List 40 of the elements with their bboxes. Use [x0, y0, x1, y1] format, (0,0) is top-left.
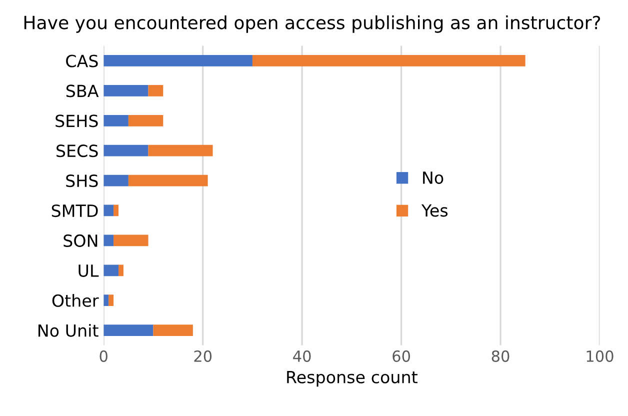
- bar: [148, 144, 213, 156]
- x-tick-label: 0: [100, 350, 108, 362]
- chart-title: Have you encountered open access publishing as an instructor?: [24, 15, 600, 33]
- y-tick-label: SECS: [56, 144, 98, 158]
- legend-label: Yes: [421, 204, 448, 217]
- y-tick-label: CAS: [66, 54, 98, 68]
- bar: [148, 84, 164, 96]
- bar: [118, 264, 124, 276]
- bar: [104, 234, 114, 246]
- bar: [104, 84, 148, 96]
- bar: [104, 204, 114, 216]
- y-tick-label: SHS: [66, 174, 98, 188]
- bar: [104, 264, 119, 276]
- bar: [104, 144, 148, 156]
- x-tick-label: 20: [194, 350, 212, 362]
- bar: [153, 324, 193, 336]
- bar: [252, 55, 526, 66]
- y-tick-label: Other: [52, 294, 99, 307]
- x-tick-label: 100: [586, 350, 614, 362]
- y-tick-label: No Unit: [38, 324, 98, 337]
- y-tick-label: SEHS: [56, 114, 98, 128]
- bar: [104, 324, 154, 336]
- bar: [104, 55, 252, 66]
- bar: [104, 294, 109, 306]
- y-tick-label: SBA: [66, 84, 99, 98]
- bar: [104, 174, 128, 186]
- x-tick-label: 40: [293, 350, 311, 362]
- y-tick-label: SON: [64, 234, 98, 248]
- x-axis-title: Response count: [287, 370, 418, 387]
- bar: [108, 294, 114, 306]
- bar: [114, 204, 119, 216]
- y-tick-label: SMTD: [52, 204, 98, 218]
- bar: [114, 234, 148, 246]
- bar: [128, 114, 164, 126]
- bar: [104, 114, 128, 126]
- x-tick-label: 80: [492, 350, 510, 362]
- y-tick-label: UL: [78, 264, 99, 277]
- bar: [128, 174, 208, 186]
- x-tick-label: 60: [392, 350, 410, 362]
- legend-label: No: [423, 172, 444, 184]
